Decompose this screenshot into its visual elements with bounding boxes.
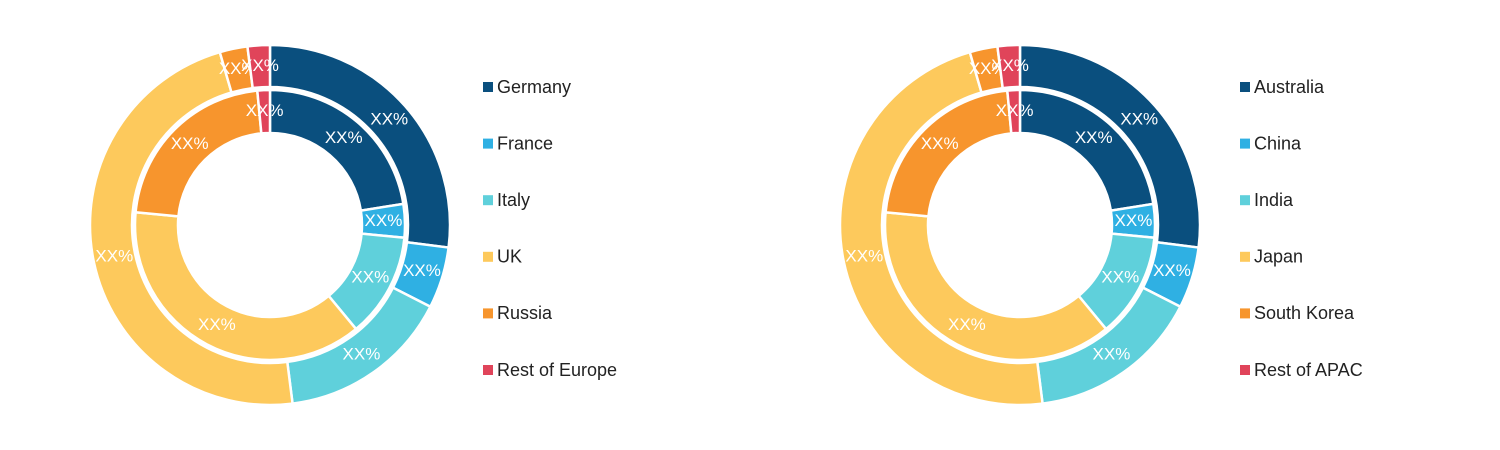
value-label: XX%: [1101, 268, 1139, 287]
value-label: XX%: [991, 56, 1029, 75]
value-label: XX%: [219, 59, 257, 78]
legend-swatch: [483, 251, 493, 262]
legend-label: UK: [497, 247, 522, 267]
donut-chart: XX%XX%XX%XX%XX%XX%XX%XX%XX%XX%XX%XX%Aust…: [838, 43, 1363, 407]
legend-swatch: [483, 138, 493, 149]
value-label: XX%: [1120, 109, 1158, 128]
donut-segment: [1005, 88, 1022, 135]
donut-segment: [996, 43, 1022, 90]
value-label: XX%: [246, 101, 284, 120]
value-label: XX%: [241, 56, 279, 75]
value-label: XX%: [948, 315, 986, 334]
value-label: XX%: [171, 134, 209, 153]
value-label: XX%: [95, 247, 133, 266]
value-label: XX%: [921, 134, 959, 153]
legend-label: Russia: [497, 303, 553, 323]
legend-swatch: [1240, 308, 1250, 319]
donut-segment: [838, 50, 1044, 407]
legend-swatch: [1240, 195, 1250, 206]
donut-segment: [133, 210, 358, 362]
value-label: XX%: [1153, 261, 1191, 280]
donut-segment: [88, 50, 294, 407]
donut-segment: [246, 43, 272, 90]
value-label: XX%: [343, 345, 381, 364]
value-label: XX%: [996, 101, 1034, 120]
legend-label: Italy: [497, 190, 530, 210]
value-label: XX%: [370, 109, 408, 128]
legend-label: India: [1254, 190, 1294, 210]
legend-swatch: [483, 195, 493, 206]
legend-swatch: [1240, 251, 1250, 262]
legend-label: South Korea: [1254, 303, 1355, 323]
value-label: XX%: [845, 247, 883, 266]
donut-chart: XX%XX%XX%XX%XX%XX%XX%XX%XX%XX%XX%XX%Germ…: [88, 43, 617, 407]
value-label: XX%: [1115, 211, 1153, 230]
legend-swatch: [483, 308, 493, 319]
legend-swatch: [1240, 82, 1250, 92]
legend-label: China: [1254, 133, 1302, 153]
legend-label: France: [497, 133, 553, 153]
value-label: XX%: [198, 315, 236, 334]
legend-swatch: [1240, 138, 1250, 149]
legend-label: Japan: [1254, 247, 1303, 267]
donut-segment: [883, 210, 1108, 362]
value-label: XX%: [365, 211, 403, 230]
legend-swatch: [1240, 365, 1250, 375]
donut-segment: [255, 88, 272, 135]
value-label: XX%: [1075, 128, 1113, 147]
legend-label: Germany: [497, 77, 571, 97]
value-label: XX%: [325, 128, 363, 147]
legend-swatch: [483, 82, 493, 92]
value-label: XX%: [403, 261, 441, 280]
legend-label: Rest of APAC: [1254, 360, 1363, 380]
value-label: XX%: [969, 59, 1007, 78]
value-label: XX%: [351, 268, 389, 287]
legend-swatch: [483, 365, 493, 375]
legend-label: Australia: [1254, 77, 1325, 97]
legend-label: Rest of Europe: [497, 360, 617, 380]
value-label: XX%: [1093, 345, 1131, 364]
